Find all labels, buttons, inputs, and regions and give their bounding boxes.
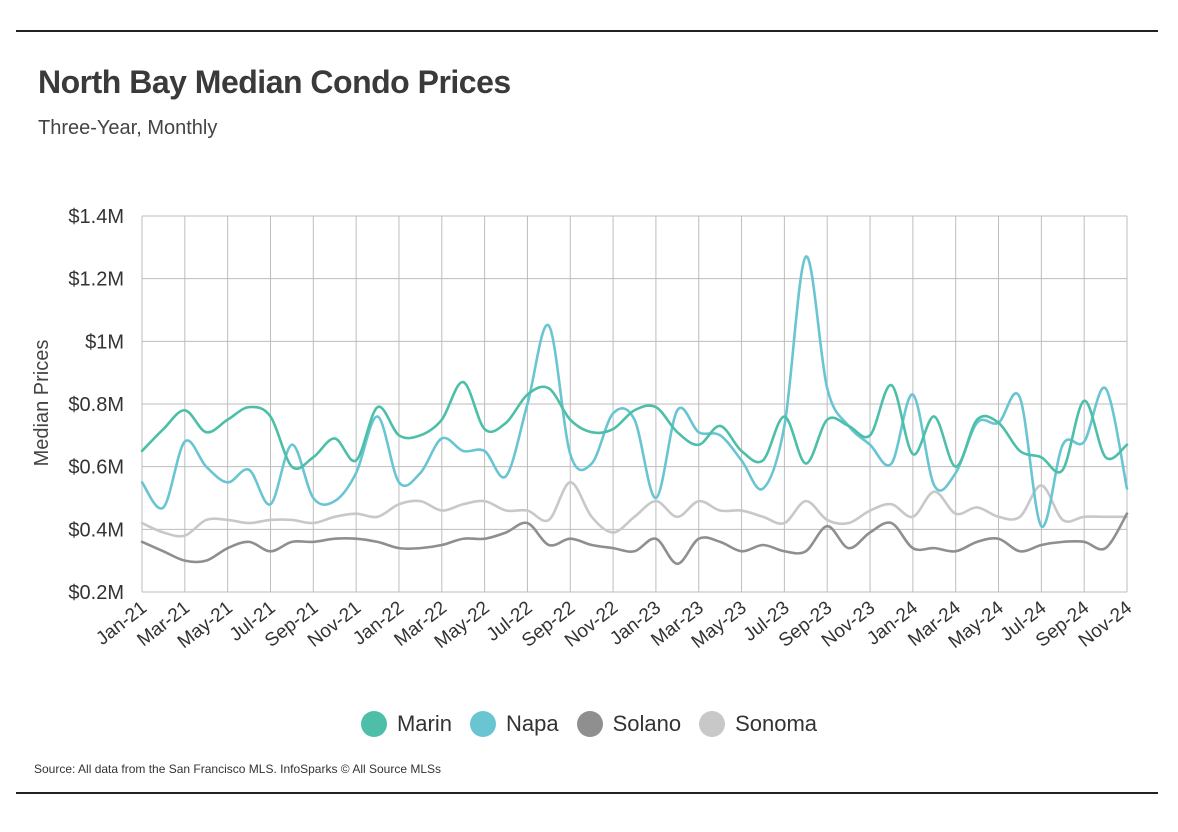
legend-item-napa: Napa xyxy=(469,711,559,737)
series-line-napa xyxy=(140,255,1129,528)
series-line-solano xyxy=(140,512,1129,566)
legend-item-solano: Solano xyxy=(576,711,682,737)
y-tick-label: $0.2M xyxy=(68,582,124,604)
y-tick-label: $0.4M xyxy=(68,519,124,541)
chart-subtitle: Three-Year, Monthly xyxy=(38,117,218,139)
legend-item-marin: Marin xyxy=(360,711,452,737)
legend-item-sonoma: Sonoma xyxy=(699,711,817,737)
chart-grid xyxy=(141,215,1128,593)
chart-title: North Bay Median Condo Prices xyxy=(38,64,511,100)
x-axis-ticks: Jan-21Mar-21May-21Jul-21Sep-21Nov-21Jan-… xyxy=(92,597,1136,653)
legend-swatch xyxy=(699,711,726,737)
top-rule xyxy=(16,30,1158,32)
source-note: Source: All data from the San Francisco … xyxy=(34,762,442,776)
series-line-marin xyxy=(140,380,1129,474)
bottom-rule xyxy=(16,792,1158,794)
series-line-sonoma xyxy=(140,481,1129,538)
y-axis-label: Median Prices xyxy=(31,340,53,467)
series-lines xyxy=(140,255,1129,566)
y-axis-ticks: $1.4M $1.2M $1M $0.8M $0.6M $0.4M $0.2M xyxy=(68,206,124,604)
legend-label: Sonoma xyxy=(735,711,818,736)
legend-swatch xyxy=(469,711,496,737)
legend-swatch xyxy=(576,711,603,737)
chart-legend: Marin Napa Solano Sonoma xyxy=(0,711,1178,737)
y-tick-label: $0.6M xyxy=(68,457,124,479)
y-tick-label: $1.2M xyxy=(68,269,124,291)
y-tick-label: $1.4M xyxy=(68,206,124,228)
y-tick-label: $1M xyxy=(85,331,124,353)
legend-label: Marin xyxy=(396,711,452,736)
y-tick-label: $0.8M xyxy=(68,394,124,416)
legend-label: Napa xyxy=(505,711,559,736)
legend-swatch xyxy=(360,711,387,737)
legend-label: Solano xyxy=(612,711,682,736)
